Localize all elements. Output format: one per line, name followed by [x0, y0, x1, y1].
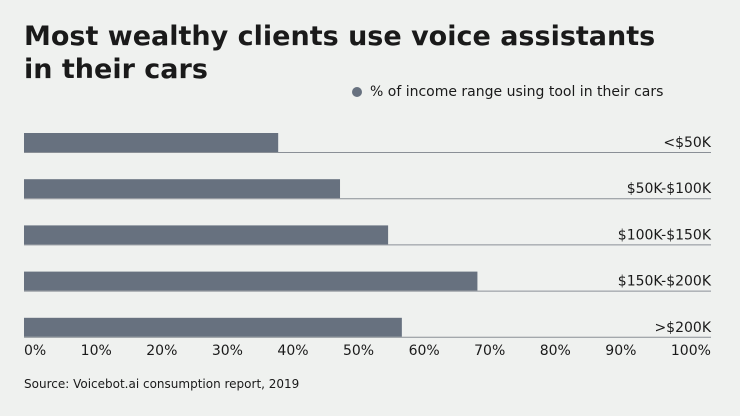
category-label: $100K-$150K: [618, 227, 712, 243]
bar: [24, 225, 389, 245]
chart-title: Most wealthy clients use voice assistant…: [24, 21, 656, 85]
category-label: $150K-$200K: [618, 274, 712, 290]
x-tick-label: 100%: [670, 343, 711, 359]
bar: [24, 317, 402, 337]
x-tick-label: 70%: [474, 343, 506, 359]
bar: [24, 133, 279, 152]
category-label: $50K-$100K: [627, 181, 712, 197]
category-label: <$50K: [663, 135, 711, 151]
legend-marker: [352, 87, 362, 97]
source-note: Source: Voicebot.ai consumption report, …: [24, 377, 300, 391]
legend-label: % of income range using tool in their ca…: [370, 84, 663, 100]
category-label: >$200K: [654, 320, 711, 336]
x-tick-label: 90%: [605, 343, 637, 359]
x-tick-label: 30%: [211, 343, 243, 359]
x-tick-label: 0%: [24, 343, 47, 359]
x-tick-label: 80%: [539, 343, 571, 359]
x-tick-label: 10%: [80, 343, 112, 359]
x-tick-label: 20%: [146, 343, 178, 359]
x-tick-label: 60%: [408, 343, 440, 359]
x-tick-label: 50%: [342, 343, 375, 359]
bar: [24, 271, 478, 291]
x-axis: 0% 10% 20% 30% 40% 50% 60% 70% 80% 90% 100%: [24, 343, 711, 359]
bar: [24, 179, 341, 199]
x-tick-label: 40%: [277, 343, 309, 359]
